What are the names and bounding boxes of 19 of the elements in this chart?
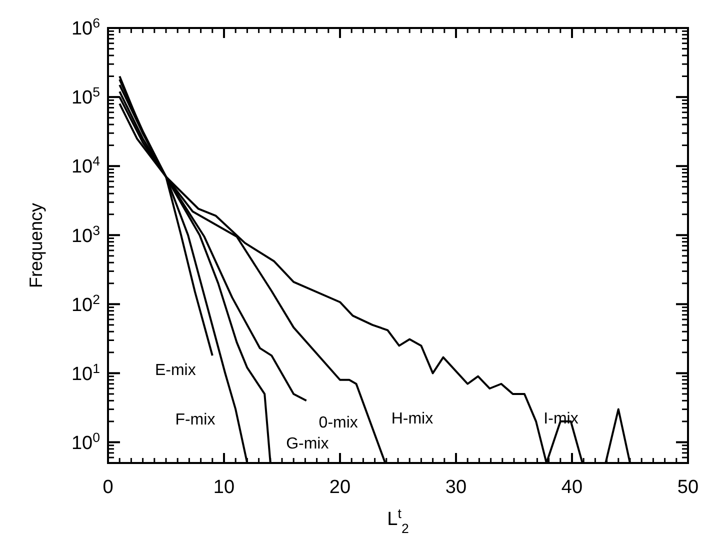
y-tick-label: 10$^{2}$: [71, 291, 100, 316]
y-axis-title: Frequency: [26, 202, 46, 288]
x-tick-label: 20: [329, 477, 351, 498]
y-tick-label: 10$^{6}$: [71, 15, 100, 40]
y-tick-label: 10$^{3}$: [71, 222, 100, 247]
series-label: F-mix: [175, 412, 216, 429]
x-tick-label: 30: [445, 477, 467, 498]
series-label: G-mix: [286, 436, 329, 453]
y-tick-label: 10$^{5}$: [71, 84, 100, 109]
x-tick-label: 50: [677, 477, 699, 498]
x-tick-label: 0: [102, 477, 114, 498]
y-tick-label: 10$^{1}$: [71, 360, 100, 385]
series-label: 0-mix: [318, 414, 358, 432]
y-tick-label: 10$^{0}$: [71, 429, 100, 454]
series-label: H-mix: [391, 410, 434, 428]
y-tick-label: 10$^{4}$: [71, 153, 100, 178]
x-tick-label: 10: [213, 477, 235, 498]
series-label: E-mix: [154, 362, 196, 380]
x-tick-label: 40: [561, 477, 583, 498]
